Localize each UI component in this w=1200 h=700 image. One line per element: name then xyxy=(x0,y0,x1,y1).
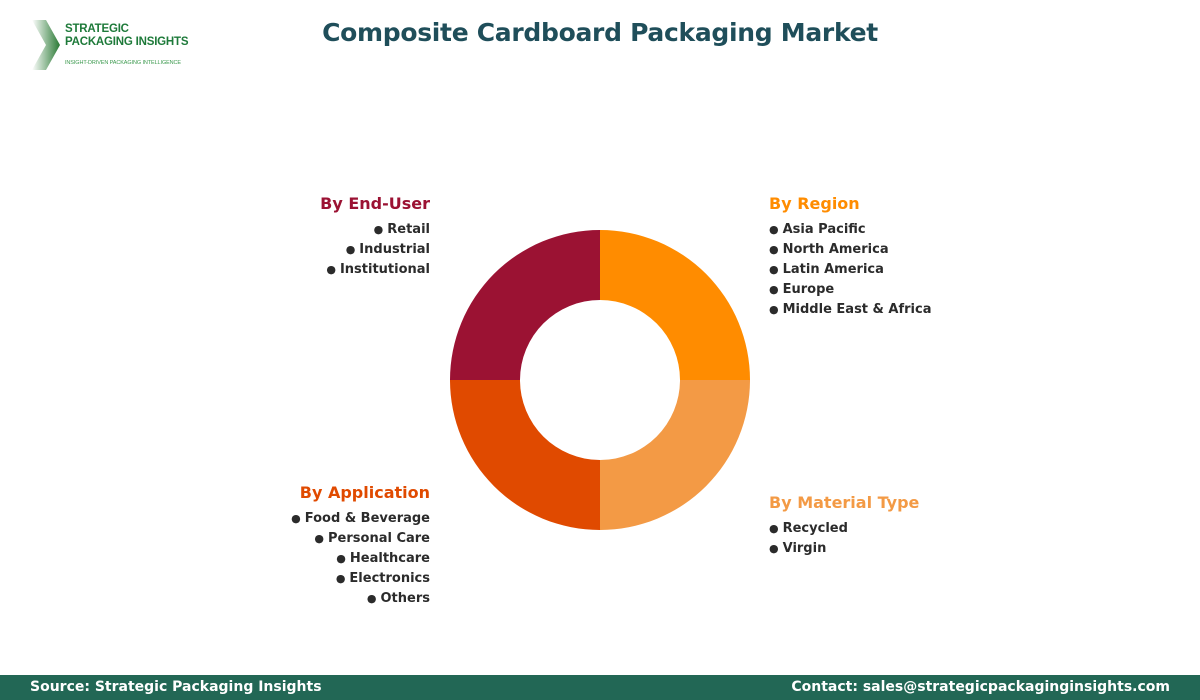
list-item-label: Europe xyxy=(782,282,835,297)
bullet-icon: ● xyxy=(769,283,779,296)
footer-contact[interactable]: Contact: sales@strategicpackaginginsight… xyxy=(791,679,1170,695)
logo-title-line1: STRATEGIC xyxy=(65,23,129,35)
list-item: ● Industrial xyxy=(320,240,430,260)
list-item: ● Electronics xyxy=(291,569,430,589)
bullet-icon: ● xyxy=(769,243,779,256)
list-item: ● North America xyxy=(769,240,931,260)
segment-title: By Material Type xyxy=(769,493,920,512)
bullet-icon: ● xyxy=(366,592,377,605)
list-item-label: Middle East & Africa xyxy=(782,302,932,317)
list-item-label: Industrial xyxy=(359,242,430,257)
list-item: ● Asia Pacific xyxy=(769,220,931,240)
list-item: ● Personal Care xyxy=(291,529,430,549)
donut-segment-end-user xyxy=(450,230,600,380)
list-item: ● Food & Beverage xyxy=(291,509,430,529)
list-item: ● Healthcare xyxy=(291,549,430,569)
donut-segment-application xyxy=(450,380,600,530)
donut-segment-region xyxy=(600,230,750,380)
brand-logo: STRATEGIC PACKAGING INSIGHTS INSIGHT-DRI… xyxy=(32,18,192,70)
logo-title: STRATEGIC PACKAGING INSIGHTS xyxy=(65,23,189,49)
bullet-icon: ● xyxy=(769,223,779,236)
list-item-label: Institutional xyxy=(339,262,430,277)
bullet-icon: ● xyxy=(326,263,336,276)
list-item: ● Institutional xyxy=(320,260,430,280)
bullet-icon: ● xyxy=(769,542,779,555)
bullet-icon: ● xyxy=(769,522,779,535)
segment-list: ● Asia Pacific ● North America ● Latin Amer… xyxy=(769,220,931,320)
segment-list: ● Retail ● Industrial ● Institutional xyxy=(320,220,430,280)
bullet-icon: ● xyxy=(291,512,301,525)
list-item: ● Latin America xyxy=(769,260,931,280)
segment-title: By End-User xyxy=(320,194,430,213)
bullet-icon: ● xyxy=(335,572,346,585)
list-item-label: Healthcare xyxy=(349,551,430,566)
bullet-icon: ● xyxy=(769,263,779,276)
segment-list: ● Recycled ● Virgin xyxy=(769,519,919,559)
bullet-icon: ● xyxy=(769,303,779,316)
segment-region: By Region ● Asia Pacific ● North America ●… xyxy=(769,194,931,320)
bullet-icon: ● xyxy=(345,243,356,256)
donut-segment-material-type xyxy=(600,380,750,530)
list-item: ● Recycled xyxy=(769,519,919,539)
donut-chart xyxy=(450,230,750,530)
list-item: ● Europe xyxy=(769,280,931,300)
segment-application: By Application ● Food & Beverage ● Persona… xyxy=(291,483,430,609)
page-title: Composite Cardboard Packaging Market xyxy=(322,18,878,47)
list-item-label: Retail xyxy=(387,222,430,237)
list-item-label: North America xyxy=(782,242,889,257)
list-item: ● Middle East & Africa xyxy=(769,300,931,320)
list-item: ● Retail xyxy=(320,220,430,240)
list-item-label: Personal Care xyxy=(328,531,430,546)
logo-chevron-icon xyxy=(32,20,60,70)
logo-tagline: INSIGHT-DRIVEN PACKAGING INTELLIGENCE xyxy=(65,60,181,66)
footer-bar: Source: Strategic Packaging Insights Con… xyxy=(0,675,1200,700)
list-item-label: Latin America xyxy=(782,262,884,277)
segment-title: By Application xyxy=(299,483,430,502)
segment-title: By Region xyxy=(769,194,860,213)
footer-source: Source: Strategic Packaging Insights xyxy=(30,679,322,695)
list-item-label: Recycled xyxy=(782,521,848,536)
segment-list: ● Food & Beverage ● Personal Care ● Healthc… xyxy=(291,509,430,609)
list-item: ● Others xyxy=(291,589,430,609)
list-item-label: Food & Beverage xyxy=(304,511,430,526)
bullet-icon: ● xyxy=(373,223,384,236)
bullet-icon: ● xyxy=(314,532,325,545)
segment-end-user: By End-User ● Retail ● Industrial ● Institu… xyxy=(320,194,430,280)
bullet-icon: ● xyxy=(336,552,346,565)
list-item-label: Asia Pacific xyxy=(782,222,866,237)
segment-material-type: By Material Type ● Recycled ● Virgin xyxy=(769,493,919,559)
list-item-label: Virgin xyxy=(782,541,827,556)
list-item: ● Virgin xyxy=(769,539,919,559)
logo-title-line2: PACKAGING INSIGHTS xyxy=(65,36,189,48)
list-item-label: Others xyxy=(380,591,431,606)
list-item-label: Electronics xyxy=(349,571,430,586)
